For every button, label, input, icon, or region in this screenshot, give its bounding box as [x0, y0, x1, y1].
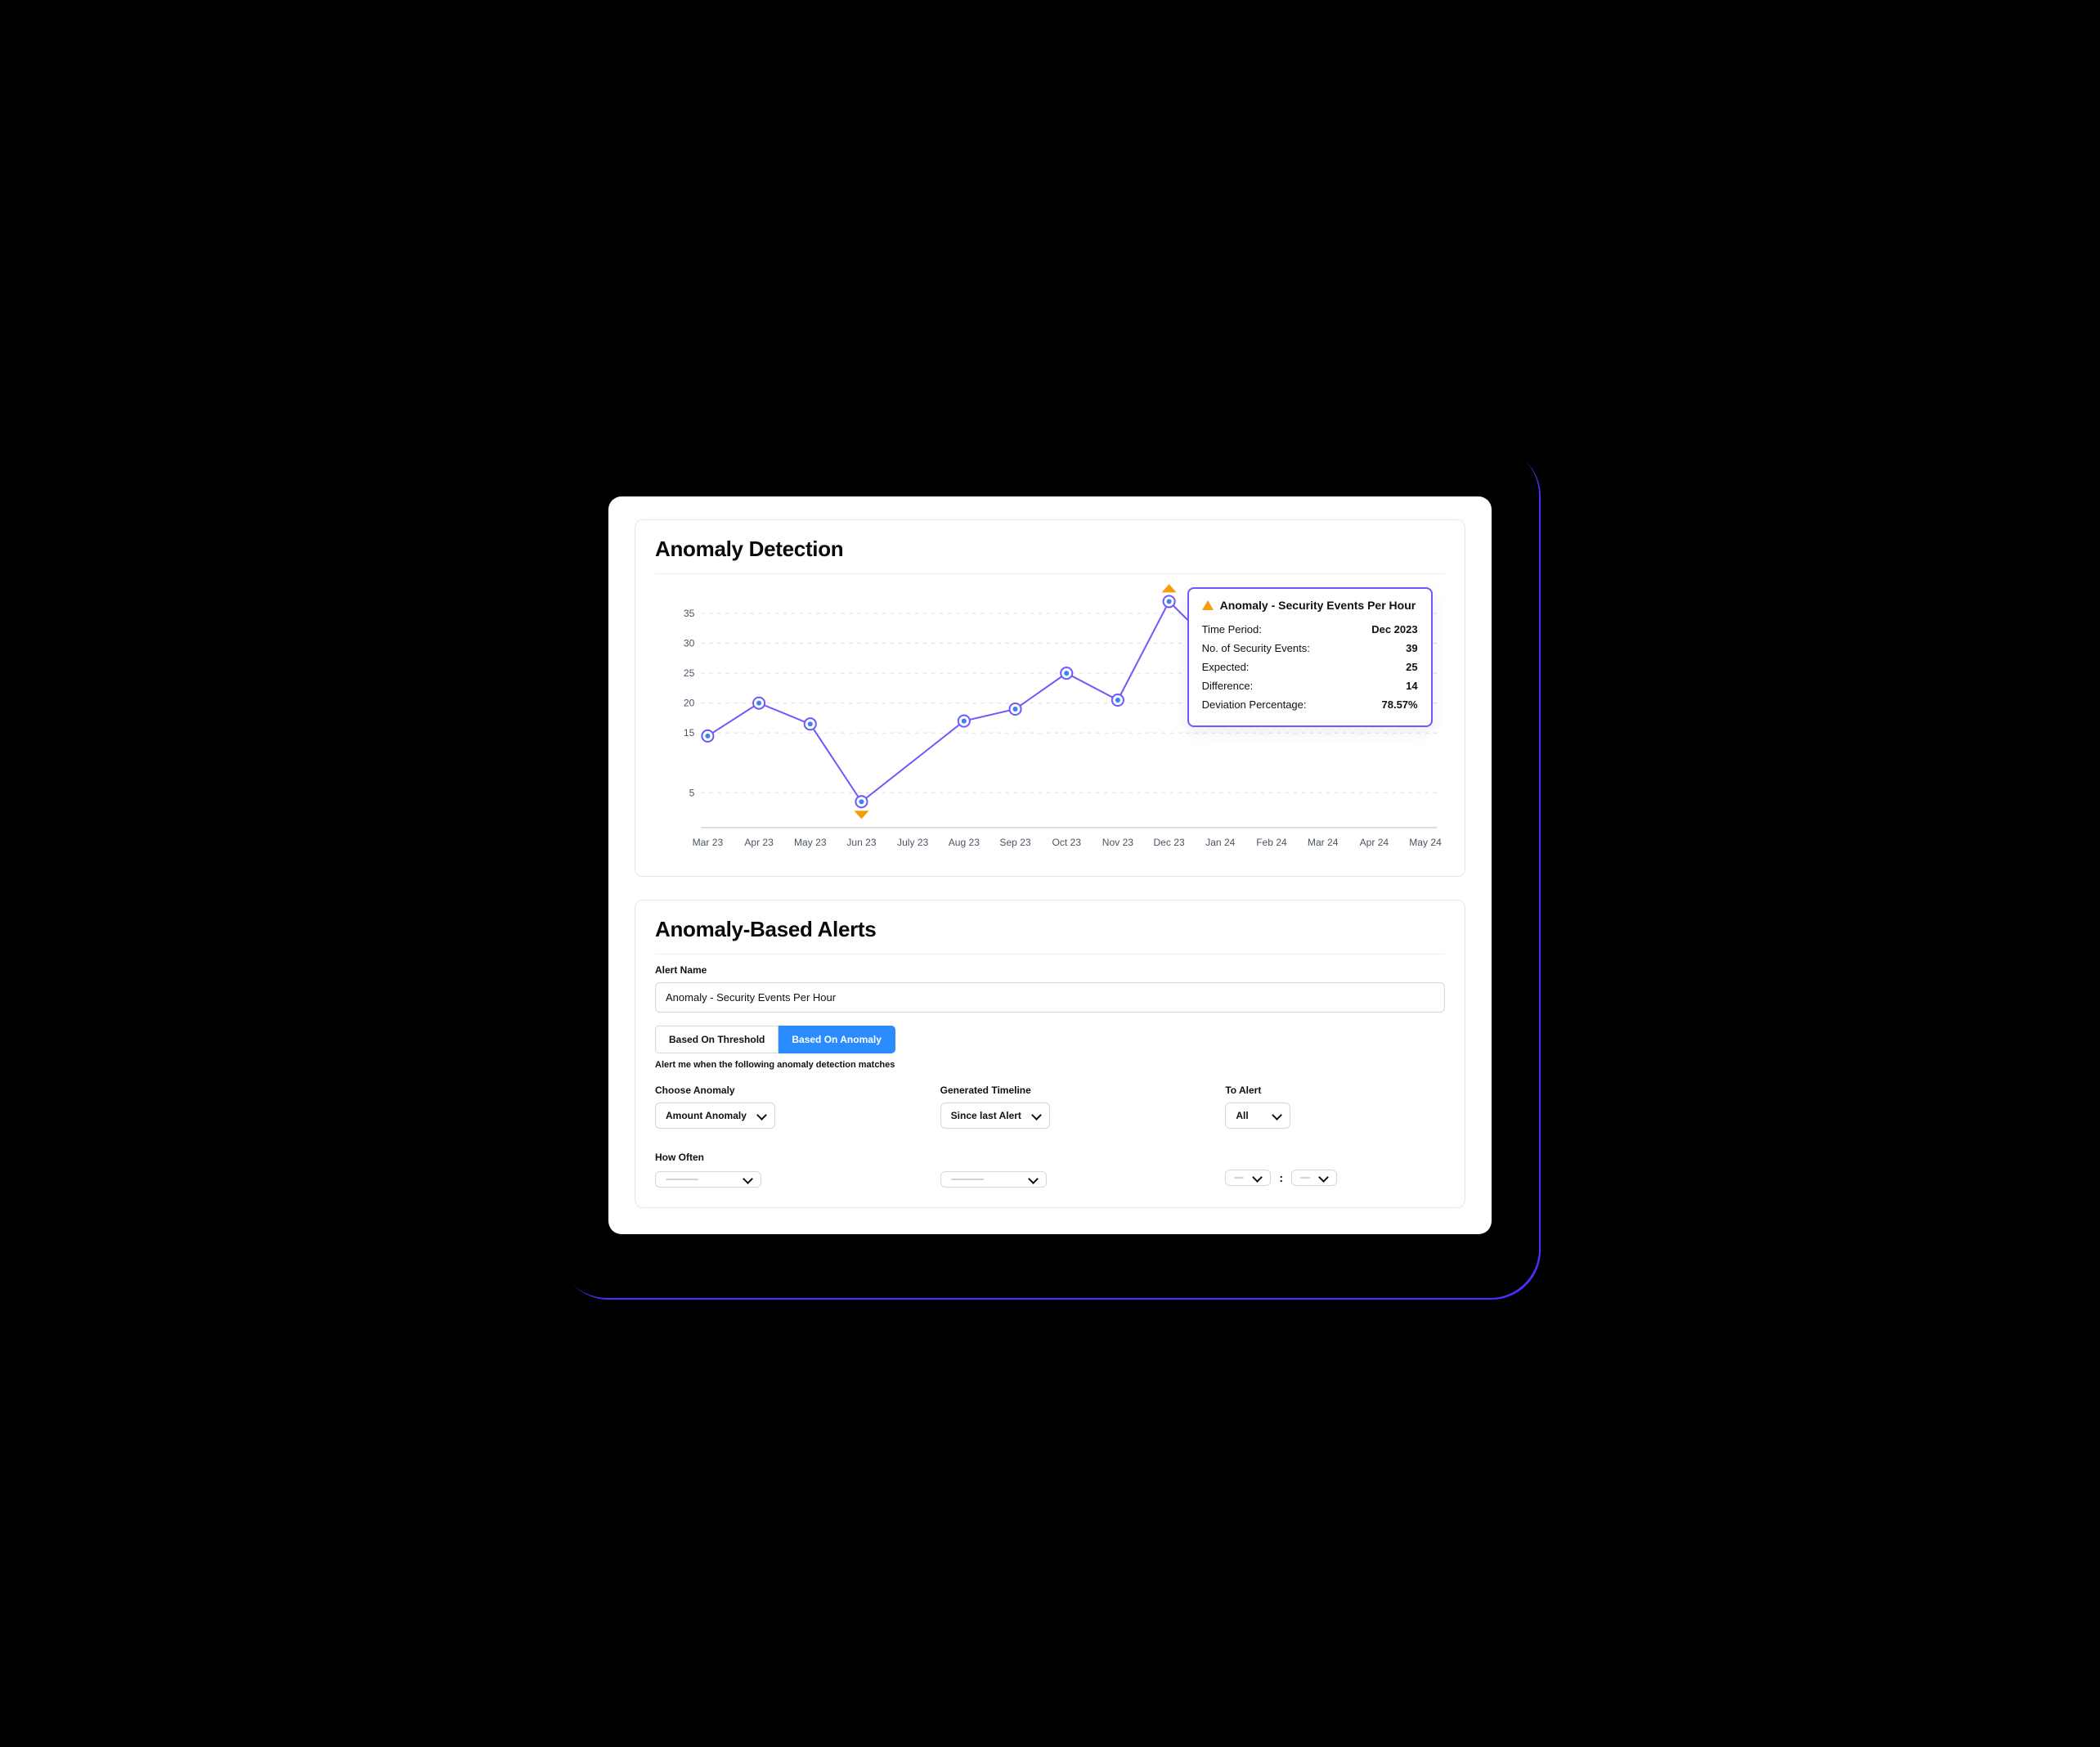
svg-text:25: 25: [684, 668, 695, 680]
choose-anomaly-value: Amount Anomaly: [666, 1110, 747, 1121]
placeholder-line: [1300, 1177, 1310, 1179]
chevron-down-icon: [1254, 1174, 1262, 1182]
to-alert-select[interactable]: All: [1225, 1103, 1290, 1129]
how-often-label: How Often: [655, 1152, 875, 1163]
generated-timeline-select[interactable]: Since last Alert: [940, 1103, 1050, 1129]
how-often-select[interactable]: [655, 1171, 761, 1188]
anomaly-detection-title: Anomaly Detection: [655, 537, 1445, 574]
svg-text:Mar 24: Mar 24: [1308, 837, 1339, 848]
chevron-down-icon: [1320, 1174, 1328, 1182]
tooltip-row: No. of Security Events:39: [1202, 639, 1418, 658]
tooltip-row: Difference:14: [1202, 676, 1418, 695]
chevron-down-icon: [1033, 1112, 1041, 1120]
anomaly-alerts-card: Anomaly-Based Alerts Alert Name Based On…: [635, 900, 1465, 1208]
app-window: Anomaly Detection 5 15 20 25 30 35 Mar 23 Apr 2…: [608, 496, 1492, 1233]
svg-text:Feb 24: Feb 24: [1256, 837, 1287, 848]
warning-triangle-icon: [1202, 600, 1214, 610]
svg-text:Apr 23: Apr 23: [744, 837, 774, 848]
svg-text:Mar 23: Mar 23: [693, 837, 724, 848]
alert-name-label: Alert Name: [655, 964, 1445, 976]
anomaly-alerts-title: Anomaly-Based Alerts: [655, 917, 1445, 954]
svg-text:May 23: May 23: [794, 837, 827, 848]
svg-text:35: 35: [684, 609, 695, 620]
svg-text:Sep 23: Sep 23: [999, 837, 1031, 848]
svg-text:Apr 24: Apr 24: [1360, 837, 1389, 848]
svg-text:Aug 23: Aug 23: [949, 837, 980, 848]
mode-anomaly-button[interactable]: Based On Anomaly: [779, 1026, 895, 1053]
how-often-secondary-select[interactable]: [940, 1171, 1047, 1188]
tooltip-title-text: Anomaly - Security Events Per Hour: [1220, 599, 1416, 612]
svg-text:Nov 23: Nov 23: [1102, 837, 1134, 848]
chevron-down-icon: [1030, 1175, 1038, 1183]
svg-text:5: 5: [689, 788, 695, 799]
time-minute-select[interactable]: [1291, 1170, 1337, 1186]
anomaly-chart-wrap: 5 15 20 25 30 35 Mar 23 Apr 23 May 23 Jun 23 July …: [655, 584, 1445, 856]
svg-text:Jun 23: Jun 23: [846, 837, 877, 848]
generated-timeline-value: Since last Alert: [951, 1110, 1021, 1121]
placeholder-line: [951, 1179, 984, 1180]
placeholder-line: [666, 1179, 698, 1180]
chevron-down-icon: [758, 1112, 766, 1120]
svg-text:Jan 24: Jan 24: [1205, 837, 1236, 848]
svg-text:July 23: July 23: [897, 837, 929, 848]
svg-text:30: 30: [684, 638, 695, 649]
to-alert-label: To Alert: [1225, 1085, 1445, 1096]
svg-text:15: 15: [684, 728, 695, 739]
mode-threshold-button[interactable]: Based On Threshold: [655, 1026, 779, 1053]
tooltip-row: Deviation Percentage:78.57%: [1202, 695, 1418, 714]
alert-name-input[interactable]: [655, 982, 1445, 1013]
tooltip-row: Expected:25: [1202, 658, 1418, 676]
anomaly-detection-card: Anomaly Detection 5 15 20 25 30 35 Mar 23 Apr 2…: [635, 519, 1465, 876]
tooltip-row: Time Period:Dec 2023: [1202, 620, 1418, 639]
generated-timeline-label: Generated Timeline: [940, 1085, 1160, 1096]
time-hour-select[interactable]: [1225, 1170, 1271, 1186]
to-alert-value: All: [1236, 1110, 1248, 1121]
anomaly-tooltip-card: Anomaly - Security Events Per Hour Time …: [1187, 587, 1433, 727]
time-picker-row: :: [1225, 1170, 1445, 1186]
alert-mode-toggle: Based On Threshold Based On Anomaly: [655, 1026, 1445, 1053]
alert-form-grid: Choose Anomaly Amount Anomaly Generated …: [655, 1085, 1445, 1188]
device-frame: Anomaly Detection 5 15 20 25 30 35 Mar 23 Apr 2…: [559, 447, 1541, 1299]
svg-text:20: 20: [684, 698, 695, 709]
svg-text:May 24: May 24: [1409, 837, 1442, 848]
time-colon: :: [1279, 1171, 1283, 1184]
placeholder-line: [1234, 1177, 1244, 1179]
choose-anomaly-label: Choose Anomaly: [655, 1085, 875, 1096]
svg-text:Oct 23: Oct 23: [1052, 837, 1081, 848]
chevron-down-icon: [1273, 1112, 1281, 1120]
chevron-down-icon: [744, 1175, 752, 1183]
choose-anomaly-select[interactable]: Amount Anomaly: [655, 1103, 775, 1129]
alert-mode-hint: Alert me when the following anomaly dete…: [655, 1060, 1445, 1070]
svg-text:Dec 23: Dec 23: [1153, 837, 1185, 848]
